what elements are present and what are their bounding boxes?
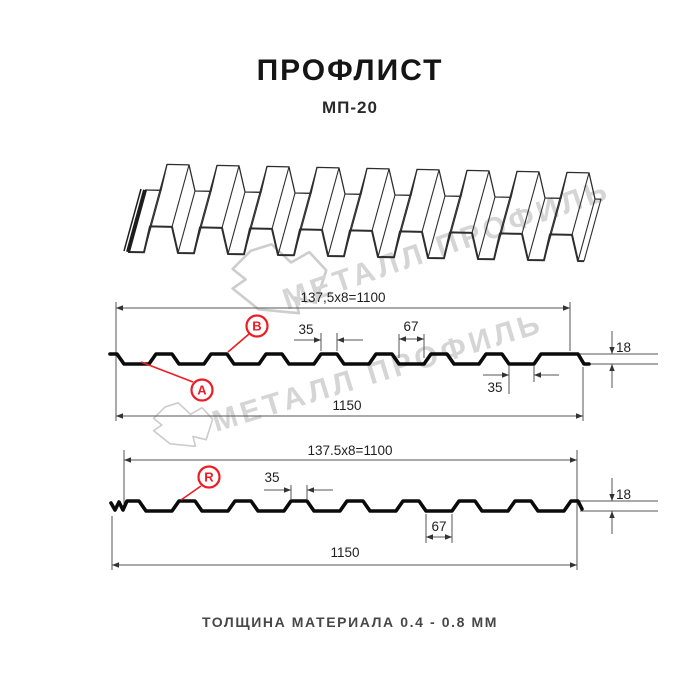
marker-letter: B xyxy=(252,319,261,334)
marker-leader-line xyxy=(227,333,250,353)
sheet-rib-line xyxy=(577,198,596,262)
brand-logo-icon xyxy=(152,402,214,448)
arrowhead xyxy=(124,457,131,463)
marker-r: R xyxy=(180,465,221,501)
sheet-rib-line xyxy=(171,164,190,228)
sheet-rib-line xyxy=(327,193,346,257)
sheet-rib-line xyxy=(421,169,440,233)
marker-b: B xyxy=(227,314,269,353)
arrowhead xyxy=(563,305,570,311)
dim-bottom-gap-label: 35 xyxy=(487,380,502,395)
sheet-rib-line xyxy=(349,168,368,231)
sheet-rib-line xyxy=(499,171,518,234)
sheet-rib-line xyxy=(249,166,268,229)
sheet-rib-line xyxy=(271,166,290,230)
sheet-rib-line xyxy=(321,167,340,231)
arrowhead xyxy=(307,487,314,493)
dim-height-label: 18 xyxy=(616,487,631,502)
arrowhead xyxy=(284,487,291,493)
sheet-rib-line xyxy=(549,172,568,235)
arrowhead xyxy=(116,413,123,419)
arrowhead xyxy=(570,562,577,568)
dim-pitch-label: 137,5x8=1100 xyxy=(301,290,386,305)
marker-letter: R xyxy=(204,470,214,485)
dim-rib-top-label: 35 xyxy=(298,322,313,337)
dim-valley-label: 67 xyxy=(431,519,446,534)
arrowhead xyxy=(399,336,406,342)
sheet-rib-line xyxy=(377,194,396,258)
arrowhead xyxy=(116,305,123,311)
arrowhead xyxy=(112,562,119,568)
sheet-rib-line xyxy=(477,196,496,260)
sheet-back-edge xyxy=(144,163,602,200)
arrowhead xyxy=(576,413,583,419)
arrowhead xyxy=(445,534,452,540)
cross-section-r: 137.5x8=1100 35 67 18 1150 R xyxy=(109,443,658,570)
sheet-rib-line xyxy=(527,197,546,261)
dim-height-label: 18 xyxy=(616,340,631,355)
sheet-rib-line xyxy=(521,171,540,235)
marker-circle xyxy=(190,378,214,402)
sheet-rib-line xyxy=(399,169,418,232)
page-subtitle: МП-20 xyxy=(322,98,378,117)
profile-outline-r xyxy=(109,499,584,513)
sheet-rib-line xyxy=(177,190,196,254)
dim-pitch-label: 137.5x8=1100 xyxy=(308,443,393,458)
marker-letter: A xyxy=(197,383,207,398)
profile-outline-ab xyxy=(108,352,591,366)
dim-total-width-label: 1150 xyxy=(330,545,359,560)
thickness-note: ТОЛЩИНА МАТЕРИАЛА 0.4 - 0.8 ММ xyxy=(201,614,499,630)
marker-circle xyxy=(197,465,221,489)
marker-leader-line xyxy=(140,361,194,383)
sheet-rib-line xyxy=(471,170,490,234)
sheet-rib-line xyxy=(227,191,246,255)
sheet-3d-drawing xyxy=(123,163,602,263)
marker-circle xyxy=(245,314,269,338)
arrowhead xyxy=(337,337,344,343)
dim-total-width-label: 1150 xyxy=(332,398,361,413)
page-title: ПРОФЛИСТ xyxy=(256,54,444,87)
watermark-1: МЕТАЛЛ ПРОФИЛЬ xyxy=(231,173,615,317)
arrowhead xyxy=(502,372,509,378)
arrowhead xyxy=(417,336,424,342)
arrowhead xyxy=(609,494,615,501)
arrowhead xyxy=(426,534,433,540)
sheet-rib-line xyxy=(199,165,218,228)
arrowhead xyxy=(609,364,615,371)
dimension-lines xyxy=(115,302,658,421)
sheet-rib-line xyxy=(571,172,590,236)
sheet-left-cut-edge xyxy=(123,188,142,252)
sheet-rib-line xyxy=(277,192,296,256)
sheet-rib-line xyxy=(221,165,240,229)
arrowhead xyxy=(609,511,615,518)
sheet-rib-line xyxy=(583,198,602,262)
arrowhead xyxy=(314,337,321,343)
dimension-lines xyxy=(111,450,658,570)
watermark-2: МЕТАЛЛ ПРОФИЛЬ xyxy=(152,307,547,448)
sheet-rib-line xyxy=(427,195,446,259)
marker-leader-line xyxy=(180,485,202,501)
dim-rib-top-label: 35 xyxy=(264,470,279,485)
sheet-front-edge xyxy=(127,225,585,263)
sheet-rib-line xyxy=(449,170,468,233)
cross-section-ab: 137,5x8=1100 35 67 35 18 1150 A B xyxy=(108,290,658,421)
sheet-rib-line xyxy=(149,164,168,227)
marker-a: A xyxy=(140,361,214,402)
sheet-left-cut-edge xyxy=(126,189,147,253)
sheet-rib-line xyxy=(299,167,318,230)
arrowhead xyxy=(534,372,541,378)
dim-valley-label: 67 xyxy=(403,319,418,334)
arrowhead xyxy=(570,457,577,463)
arrowhead xyxy=(609,347,615,354)
sheet-rib-line xyxy=(371,168,390,232)
